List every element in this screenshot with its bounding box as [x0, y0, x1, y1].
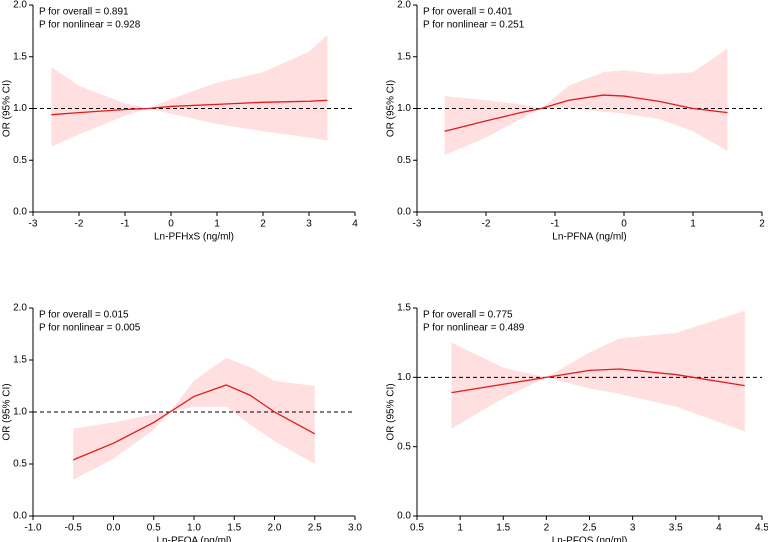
- y-tick-label: 0.5: [397, 441, 411, 452]
- x-tick-label: 1.5: [496, 523, 510, 534]
- x-tick-label: 4: [716, 523, 722, 534]
- x-tick-label: 1: [690, 219, 696, 230]
- y-axis-label: OR (95% CI): [386, 80, 397, 137]
- y-tick-label: 0.5: [397, 155, 411, 166]
- y-tick-label: 0.0: [13, 511, 27, 522]
- or-curve: [73, 384, 316, 461]
- p-value-annotation: P for overall = 0.401: [423, 7, 513, 18]
- p-value-annotation: P for nonlinear = 0.251: [423, 20, 525, 31]
- x-tick-label: -3: [29, 219, 38, 230]
- x-tick-label: 2: [544, 523, 550, 534]
- panel: 0.0 0.5 1.0 1.5 2.0 -3 -2 -1 0 1 2 Ln-PFNA (ng/ml) O…: [386, 0, 766, 243]
- x-tick-label: 1.0: [187, 523, 201, 534]
- x-tick-label: 0.5: [410, 523, 424, 534]
- y-tick-label: 2.0: [13, 0, 27, 11]
- or-curve: [51, 99, 328, 116]
- x-tick-label: -2: [482, 219, 491, 230]
- x-tick-label: 0: [621, 219, 627, 230]
- y-tick-label: 1.0: [13, 103, 27, 114]
- y-tick-label: 1.5: [397, 303, 411, 314]
- x-axis-label: Ln-PFOS (ng/ml): [552, 536, 628, 542]
- y-tick-label: 2.0: [13, 303, 27, 314]
- x-tick-label: 2.0: [268, 523, 282, 534]
- x-tick-label: 1: [457, 523, 463, 534]
- x-tick-label: 2: [759, 219, 765, 230]
- y-axis-label: OR (95% CI): [2, 80, 13, 137]
- ci-band: [444, 48, 728, 156]
- y-tick-label: 1.0: [397, 103, 411, 114]
- ci-band: [451, 310, 745, 432]
- x-tick-label: -1: [551, 219, 560, 230]
- p-value-annotation: P for nonlinear = 0.489: [423, 323, 525, 334]
- or-curve: [444, 94, 728, 132]
- x-axis-label: Ln-PFNA (ng/ml): [552, 232, 626, 243]
- x-tick-label: -3: [413, 219, 422, 230]
- x-tick-label: 1.5: [227, 523, 241, 534]
- y-tick-label: 0.0: [13, 207, 27, 218]
- y-axis-label: OR (95% CI): [386, 383, 397, 440]
- y-tick-label: 1.0: [13, 407, 27, 418]
- p-value-annotation: P for nonlinear = 0.928: [39, 20, 141, 31]
- or-curve: [451, 368, 745, 394]
- x-tick-label: 0.5: [147, 523, 161, 534]
- y-tick-label: 2.0: [397, 0, 411, 11]
- panel: 0.0 0.5 1.0 1.5 2.0 -3 -2 -1 0 1 2 3 4 Ln-PFHxS (ng/m…: [2, 0, 359, 243]
- y-tick-label: 0.0: [397, 207, 411, 218]
- x-tick-label: 2.5: [308, 523, 322, 534]
- p-value-annotation: P for overall = 0.891: [39, 7, 129, 18]
- p-value-annotation: P for overall = 0.775: [423, 310, 513, 321]
- x-tick-label: 4: [352, 219, 358, 230]
- x-axis-label: Ln-PFOA (ng/ml): [156, 536, 231, 542]
- x-tick-label: 3.5: [669, 523, 683, 534]
- y-tick-label: 1.5: [13, 355, 27, 366]
- x-axis-label: Ln-PFHxS (ng/ml): [154, 232, 234, 243]
- y-tick-label: 0.5: [13, 155, 27, 166]
- panel: 0.00.51.01.50.5 1 1.5 2 2.5 3 3.5 4 4.5Ln-PFOS (…: [386, 303, 768, 542]
- y-axis-label: OR (95% CI): [2, 383, 13, 440]
- x-tick-label: 0.0: [107, 523, 121, 534]
- x-tick-label: 0: [168, 219, 174, 230]
- y-tick-label: 1.5: [397, 51, 411, 62]
- y-tick-label: 0.0: [397, 511, 411, 522]
- p-value-annotation: P for overall = 0.015: [39, 310, 129, 321]
- y-tick-label: 0.5: [13, 459, 27, 470]
- x-tick-label: 3: [630, 523, 636, 534]
- x-tick-label: 2.5: [583, 523, 597, 534]
- y-tick-label: 1.0: [397, 372, 411, 383]
- ci-band: [73, 357, 315, 480]
- p-value-annotation: P for nonlinear = 0.005: [39, 323, 141, 334]
- x-tick-label: 1: [214, 219, 220, 230]
- panel: 0.0 0.5 1.0 1.5 2.0 -1.0 -0.5 0.0 0.5 1.0 1.5 2.0 2.…: [2, 303, 363, 542]
- x-tick-label: 2: [260, 219, 266, 230]
- ci-band: [51, 35, 328, 147]
- x-tick-label: -1.0: [24, 523, 42, 534]
- x-tick-label: -1: [121, 219, 130, 230]
- x-tick-label: 4.5: [755, 523, 768, 534]
- x-tick-label: 3: [306, 219, 312, 230]
- y-tick-label: 1.5: [13, 51, 27, 62]
- x-tick-label: -0.5: [65, 523, 83, 534]
- x-tick-label: -2: [75, 219, 84, 230]
- x-tick-label: 3.0: [348, 523, 362, 534]
